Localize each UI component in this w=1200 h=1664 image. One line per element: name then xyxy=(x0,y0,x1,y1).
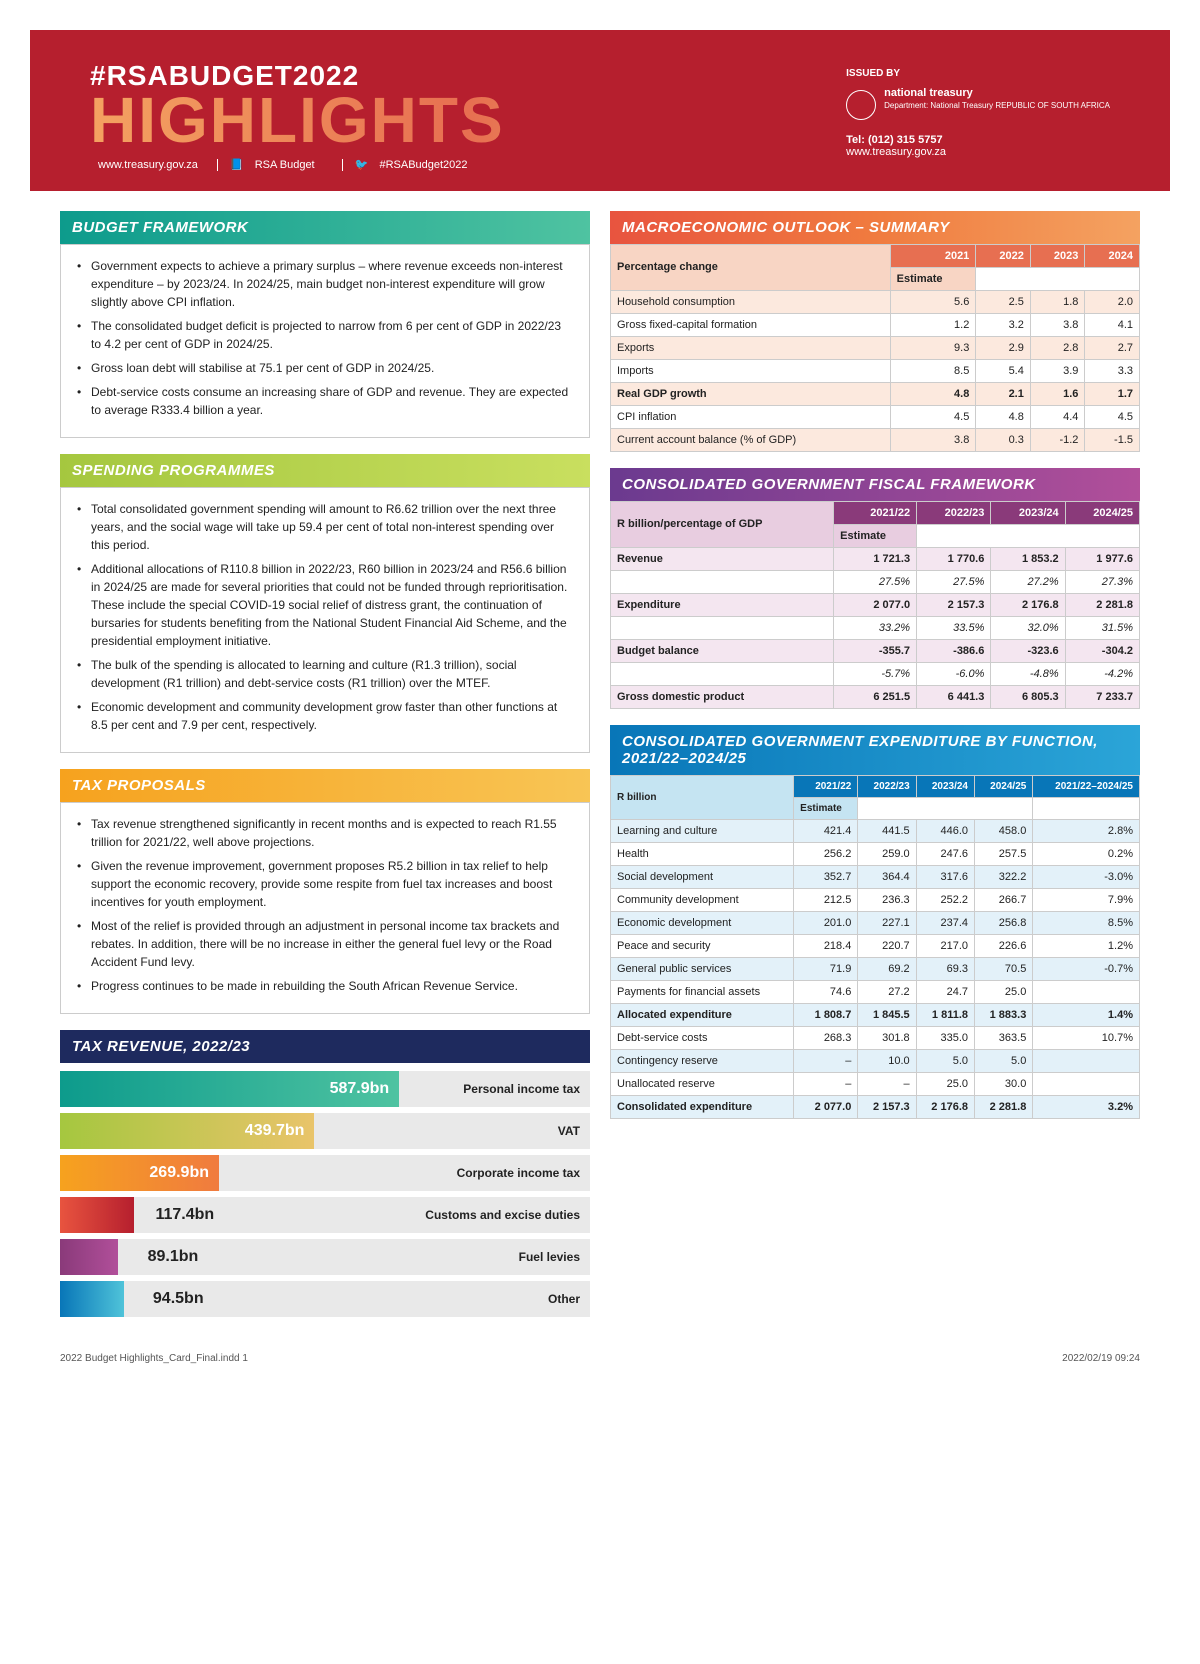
macro-header: MACROECONOMIC OUTLOOK – SUMMARY xyxy=(610,211,1140,244)
spending-box: Total consolidated government spending w… xyxy=(60,487,590,753)
header-links: www.treasury.gov.za 📘 RSA Budget 🐦 #RSAB… xyxy=(90,158,846,171)
tax-revenue-header: TAX REVENUE, 2022/23 xyxy=(60,1030,590,1063)
tax-bar: 269.9bn Corporate income tax xyxy=(60,1155,590,1191)
list-item: Given the revenue improvement, governmen… xyxy=(77,857,573,911)
expenditure-table: R billion2021/222022/232023/242024/25202… xyxy=(610,775,1140,1119)
tax-proposals-header: TAX PROPOSALS xyxy=(60,769,590,802)
tax-bar-value: 439.7bn xyxy=(245,1122,305,1140)
issuer-web[interactable]: www.treasury.gov.za xyxy=(846,146,1110,158)
fiscal-header: CONSOLIDATED GOVERNMENT FISCAL FRAMEWORK xyxy=(610,468,1140,501)
highlights-title: HIGHLIGHTS xyxy=(90,92,846,150)
list-item: Most of the relief is provided through a… xyxy=(77,917,573,971)
issued-by: ISSUED BY xyxy=(846,68,1110,79)
tax-bar-label: Corporate income tax xyxy=(219,1166,590,1180)
list-item: Total consolidated government spending w… xyxy=(77,500,573,554)
issuer-block: ISSUED BY national treasury Department: … xyxy=(846,60,1110,158)
list-item: Government expects to achieve a primary … xyxy=(77,257,573,311)
header-left: #RSABUDGET2022 HIGHLIGHTS www.treasury.g… xyxy=(90,60,846,171)
budget-framework-header: BUDGET FRAMEWORK xyxy=(60,211,590,244)
issuer-tel: Tel: (012) 315 5757 xyxy=(846,134,1110,146)
footer-file: 2022 Budget Highlights_Card_Final.indd 1 xyxy=(60,1353,248,1364)
footer: 2022 Budget Highlights_Card_Final.indd 1… xyxy=(0,1323,1200,1384)
left-column: BUDGET FRAMEWORK Government expects to a… xyxy=(60,211,590,1323)
list-item: Debt-service costs consume an increasing… xyxy=(77,383,573,419)
tax-bar-label: VAT xyxy=(314,1124,590,1138)
tax-bar-value: 94.5bn xyxy=(153,1290,204,1308)
list-item: Additional allocations of R110.8 billion… xyxy=(77,560,573,650)
header: #RSABUDGET2022 HIGHLIGHTS www.treasury.g… xyxy=(30,30,1170,191)
spending-header: SPENDING PROGRAMMES xyxy=(60,454,590,487)
issuer-sub: Department: National Treasury REPUBLIC O… xyxy=(884,101,1110,110)
coat-of-arms-icon xyxy=(846,90,876,120)
exp-header: CONSOLIDATED GOVERNMENT EXPENDITURE BY F… xyxy=(610,725,1140,775)
list-item: The consolidated budget deficit is proje… xyxy=(77,317,573,353)
tax-bar-value: 269.9bn xyxy=(149,1164,209,1182)
tax-revenue-chart: 587.9bn Personal income tax 439.7bn VAT 269.… xyxy=(60,1071,590,1317)
list-item: The bulk of the spending is allocated to… xyxy=(77,656,573,692)
tax-bar-value: 89.1bn xyxy=(148,1248,199,1266)
budget-framework-box: Government expects to achieve a primary … xyxy=(60,244,590,438)
link-treasury[interactable]: www.treasury.gov.za xyxy=(98,159,198,171)
macro-table: Percentage change2021202220232024Estimat… xyxy=(610,244,1140,452)
issuer-name: national treasury xyxy=(884,87,1110,99)
fiscal-table: R billion/percentage of GDP2021/222022/2… xyxy=(610,501,1140,709)
right-column: MACROECONOMIC OUTLOOK – SUMMARY Percenta… xyxy=(610,211,1140,1323)
link-facebook[interactable]: 📘 RSA Budget xyxy=(217,159,323,171)
list-item: Progress continues to be made in rebuild… xyxy=(77,977,573,995)
tax-bar: 89.1bnFuel levies xyxy=(60,1239,590,1275)
list-item: Tax revenue strengthened significantly i… xyxy=(77,815,573,851)
tax-bar-value: 117.4bn xyxy=(155,1206,214,1224)
tax-bar: 94.5bnOther xyxy=(60,1281,590,1317)
tax-bar-label: Personal income tax xyxy=(399,1082,590,1096)
list-item: Economic development and community devel… xyxy=(77,698,573,734)
link-twitter[interactable]: 🐦 #RSABudget2022 xyxy=(342,159,476,171)
tax-bar-value: 587.9bn xyxy=(330,1080,390,1098)
tax-bar: 587.9bn Personal income tax xyxy=(60,1071,590,1107)
footer-date: 2022/02/19 09:24 xyxy=(1062,1353,1140,1364)
list-item: Gross loan debt will stabilise at 75.1 p… xyxy=(77,359,573,377)
tax-bar: 439.7bn VAT xyxy=(60,1113,590,1149)
tax-bar: 117.4bnCustoms and excise duties xyxy=(60,1197,590,1233)
tax-proposals-box: Tax revenue strengthened significantly i… xyxy=(60,802,590,1014)
